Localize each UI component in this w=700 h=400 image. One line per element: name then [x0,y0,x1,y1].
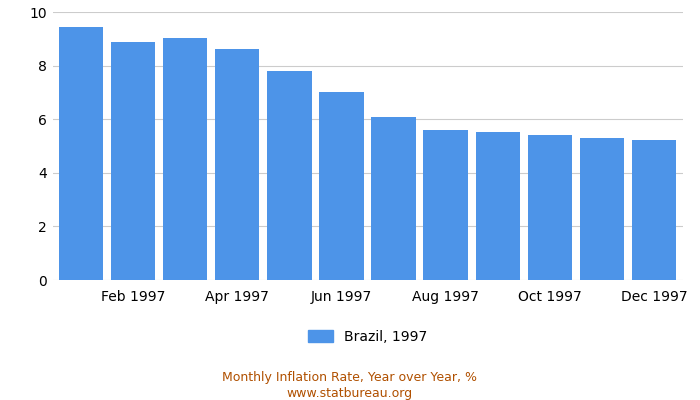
Bar [59,27,104,280]
Bar [580,138,624,280]
Text: www.statbureau.org: www.statbureau.org [287,388,413,400]
Bar [372,117,416,280]
Bar [528,135,572,280]
Bar [111,42,155,280]
Bar [631,140,676,280]
Bar [424,130,468,280]
Bar [215,49,260,280]
Bar [163,38,207,280]
Text: Monthly Inflation Rate, Year over Year, %: Monthly Inflation Rate, Year over Year, … [223,372,477,384]
Bar [267,71,312,280]
Bar [319,92,363,280]
Legend: Brazil, 1997: Brazil, 1997 [308,330,427,344]
Bar [475,132,520,280]
